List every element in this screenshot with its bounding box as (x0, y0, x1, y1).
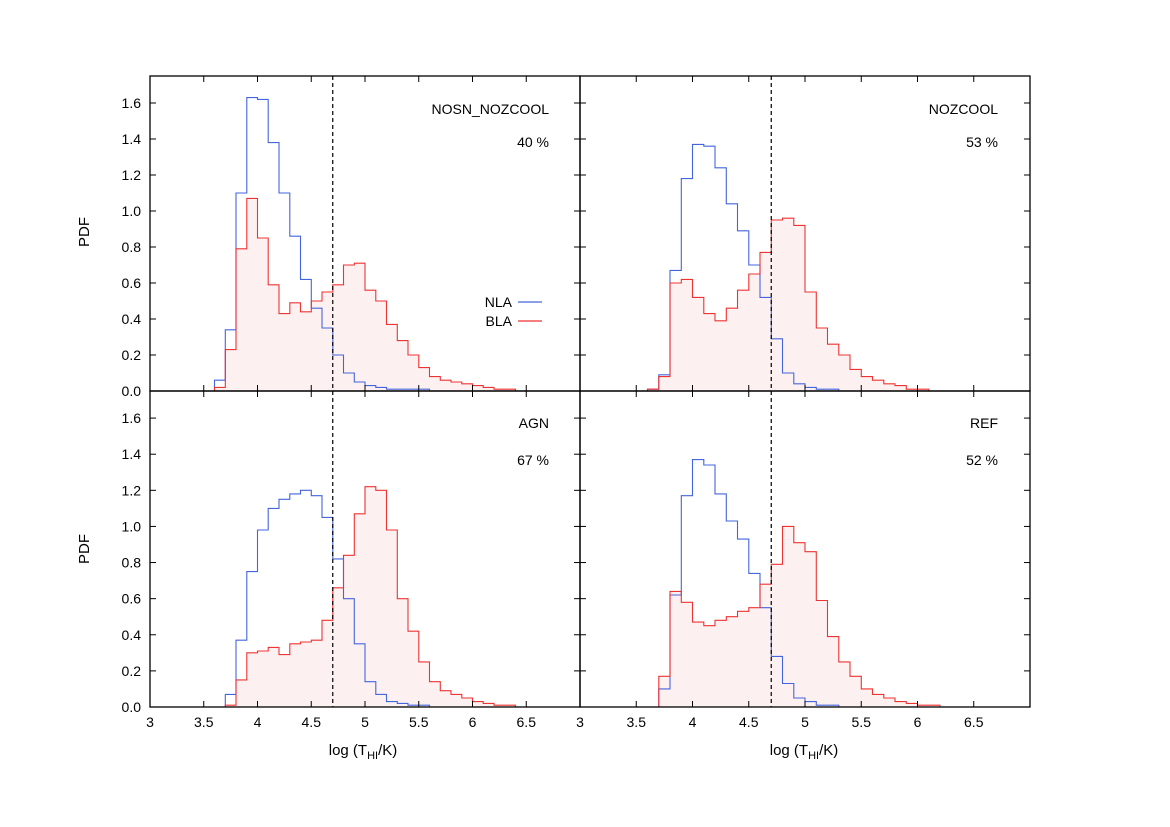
x-axis-label-main: log (T (329, 742, 367, 759)
x-tick-label: 5 (801, 714, 809, 730)
panel-percent-nosn-nozcool: 40 % (517, 134, 549, 150)
x-tick-label: 4.5 (302, 714, 322, 730)
bla-fill-nosn-nozcool (203, 198, 581, 391)
x-tick-label: 3.5 (627, 714, 647, 730)
x-tick-label: 6.5 (517, 714, 537, 730)
y-tick-label: 1.2 (122, 482, 142, 498)
legend-label-bla: BLA (486, 313, 513, 329)
y-tick-label: 1.0 (122, 203, 142, 219)
y-tick-label: 0.0 (122, 699, 142, 715)
x-tick-label: 4.5 (739, 714, 759, 730)
bla-fill-layer (203, 198, 1030, 707)
y-tick-label: 0.8 (122, 239, 142, 255)
y-tick-label: 0.2 (122, 663, 142, 679)
y-tick-label: 1.2 (122, 167, 142, 183)
x-axis-label-subscript: HI (367, 750, 378, 762)
x-tick-label: 3.5 (194, 714, 214, 730)
y-axis-label-top: PDF (76, 217, 93, 247)
panel-label-ref: REF (970, 415, 998, 431)
y-tick-label: 1.4 (122, 131, 142, 147)
panel-label-agn: AGN (519, 415, 549, 431)
x-tick-label: 3 (146, 714, 154, 730)
legend-label-nla: NLA (485, 294, 513, 310)
x-axis-label-right: log (THI/K) (770, 742, 839, 762)
y-tick-label: 0.6 (122, 591, 142, 607)
x-tick-label: 6 (469, 714, 477, 730)
bla-histogram-nozcool (636, 217, 1030, 392)
panel-percent-agn: 67 % (517, 452, 549, 468)
x-tick-label: 4 (254, 714, 262, 730)
axes-layer: 0.0 0.2 0.4 0.6 0.8 1.0 1.2 1.4 1.6 3 3.5 4 4.5 5 5.5 6… (122, 75, 1031, 730)
x-tick-label: 4 (689, 714, 697, 730)
y-tick-label: 0.4 (122, 627, 142, 643)
y-tick-label: 1.0 (122, 518, 142, 534)
x-tick-label: 6 (914, 714, 922, 730)
x-axis-label-end: /K) (819, 742, 838, 759)
panel-label-nosn-nozcool: NOSN_NOZCOOL (432, 101, 550, 117)
x-axis-label-main: log (T (770, 742, 808, 759)
bla-histogram-ref (636, 525, 1030, 708)
x-axis-label-left: log (THI/K) (329, 742, 398, 762)
x-tick-label: 3 (576, 714, 584, 730)
y-tick-label: 0.0 (122, 383, 142, 399)
panel-percent-ref: 52 % (966, 452, 998, 468)
x-tick-label: 6.5 (964, 714, 984, 730)
x-tick-label: 5 (361, 714, 369, 730)
bla-histogram-agn (203, 486, 580, 708)
x-axis-label-subscript: HI (808, 750, 819, 762)
bla-fill-agn (203, 486, 581, 707)
y-tick-label: 0.4 (122, 311, 142, 327)
y-tick-label: 1.6 (122, 410, 142, 426)
y-tick-label: 0.8 (122, 555, 142, 571)
y-tick-label: 0.6 (122, 275, 142, 291)
y-tick-label: 0.2 (122, 347, 142, 363)
panel-label-nozcool: NOZCOOL (929, 101, 998, 117)
x-tick-label: 5.5 (409, 714, 429, 730)
bla-fill-ref (636, 526, 1030, 707)
x-tick-label: 5.5 (852, 714, 872, 730)
bla-fill-nozcool (636, 218, 1030, 391)
bla-histogram-nosn-nozcool (203, 197, 580, 392)
y-tick-label: 1.6 (122, 95, 142, 111)
panel-percent-nozcool: 53 % (966, 134, 998, 150)
x-axis-label-end: /K) (378, 742, 397, 759)
histogram-lines-layer (203, 97, 1030, 708)
y-axis-label-bottom: PDF (76, 534, 93, 564)
y-tick-label: 1.4 (122, 446, 142, 462)
